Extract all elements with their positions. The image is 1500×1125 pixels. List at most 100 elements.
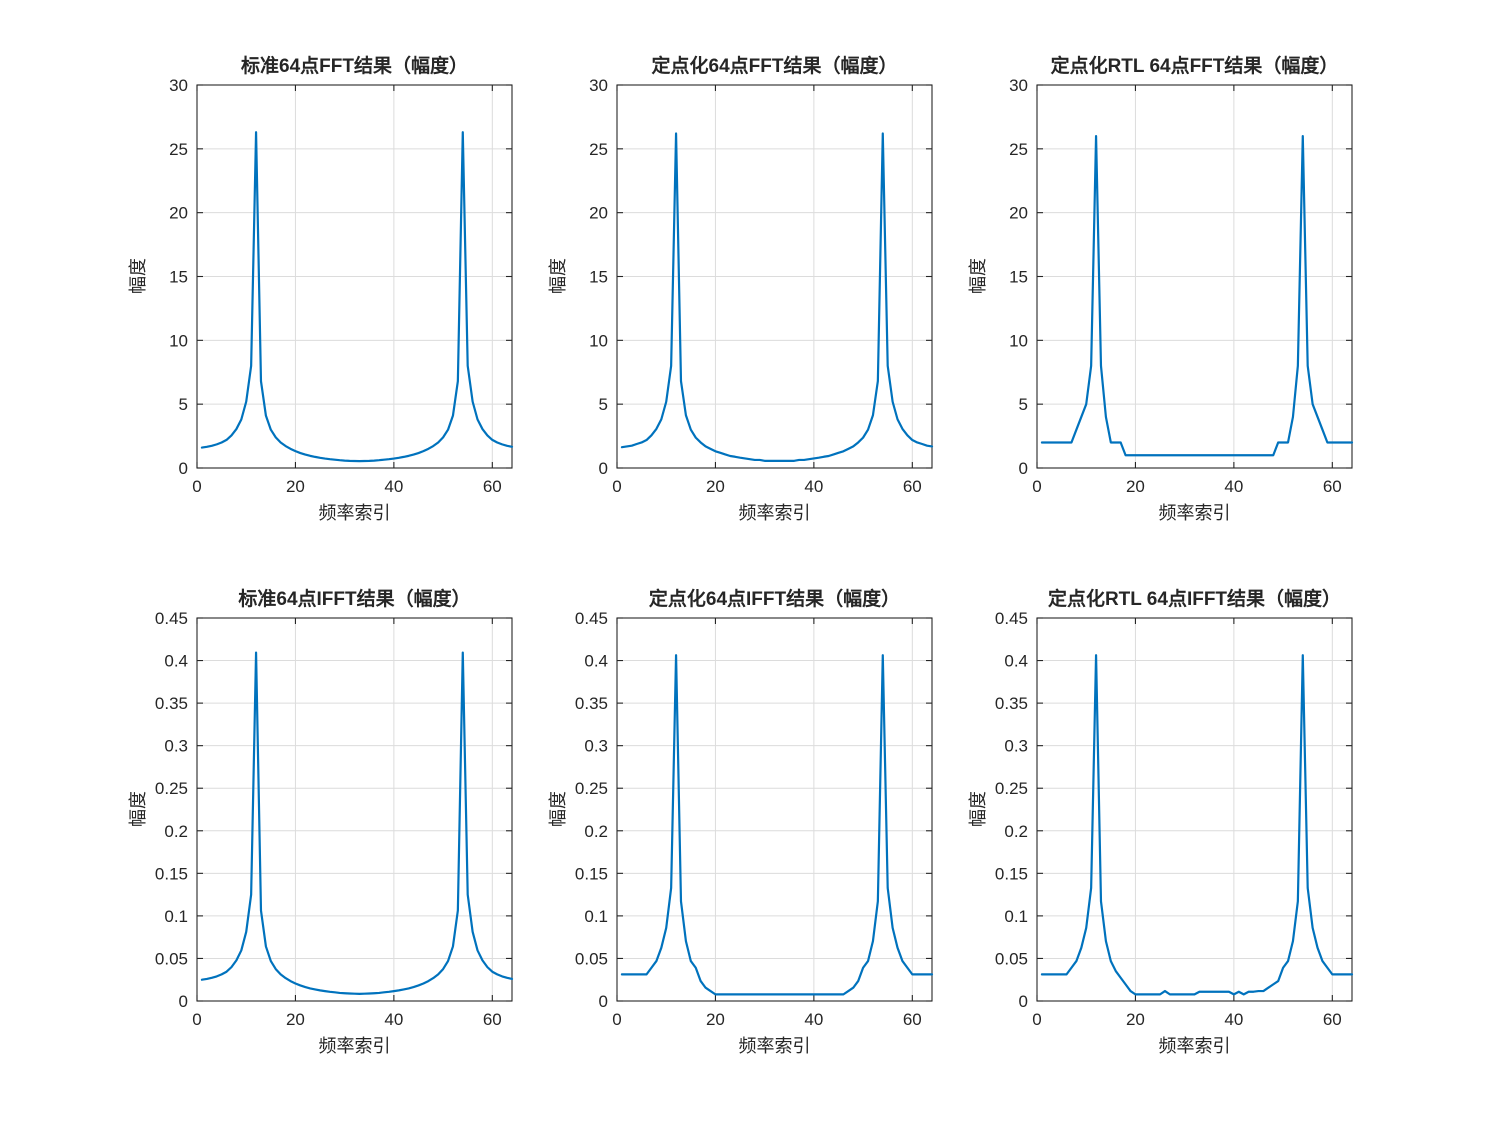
plot-title: 标准64点FFT结果（幅度） (241, 56, 468, 77)
y-tick-label: 0.15 (575, 864, 608, 883)
plot-area: 0 20 40 60 0 5 10 15 20 25 30 (169, 76, 514, 496)
y-tick-label: 10 (169, 331, 188, 350)
x-tick-label: 60 (1323, 1010, 1342, 1029)
data-line (620, 132, 934, 462)
data-line (1040, 654, 1354, 996)
y-tick-label: 25 (1009, 140, 1028, 159)
axes-box (196, 617, 513, 1002)
y-tick-label: 0.25 (155, 779, 188, 798)
y-tick-label: 0.05 (995, 949, 1028, 968)
x-tick-label: 60 (483, 1010, 502, 1029)
y-tick-label: 30 (169, 76, 188, 95)
y-tick-label: 0.3 (584, 737, 608, 756)
y-tick-label: 0.05 (155, 949, 188, 968)
y-tick-label: 5 (599, 395, 608, 414)
y-tick-label: 5 (1019, 395, 1028, 414)
x-tick-label: 0 (192, 477, 201, 496)
x-tick-label: 20 (1126, 477, 1145, 496)
y-tick-label: 0.1 (164, 907, 188, 926)
y-tick-label: 0 (179, 459, 188, 478)
plot-area: 0 20 40 60 0 0.05 0.1 0.15 0.2 0.25 0.3 0.35 0.4 0.45 (995, 609, 1354, 1029)
plot-title: 定点化64点FFT结果（幅度） (651, 56, 898, 77)
y-tick-label: 5 (179, 395, 188, 414)
x-tick-label: 40 (1224, 1010, 1243, 1029)
x-tick-label: 20 (286, 1010, 305, 1029)
y-tick-label: 0.35 (995, 694, 1028, 713)
x-tick-label: 40 (804, 1010, 823, 1029)
x-tick-label: 20 (1126, 1010, 1145, 1029)
y-tick-label: 0.45 (155, 609, 188, 628)
x-tick-label: 60 (483, 477, 502, 496)
x-tick-label: 20 (706, 477, 725, 496)
y-tick-label: 0.25 (995, 779, 1028, 798)
plot-title: 定点化RTL 64点FFT结果（幅度） (1050, 56, 1339, 77)
y-tick-label: 25 (589, 140, 608, 159)
y-tick-label: 0 (1019, 992, 1028, 1011)
y-tick-label: 0.2 (1004, 822, 1028, 841)
y-tick-label: 0.3 (1004, 737, 1028, 756)
y-tick-label: 0.35 (155, 694, 188, 713)
data-line (200, 131, 514, 463)
x-tick-label: 40 (804, 477, 823, 496)
plot-title: 定点化64点IFFT结果（幅度） (648, 589, 901, 610)
plot-title: 标准64点IFFT结果（幅度） (238, 589, 471, 610)
y-tick-label: 0.35 (575, 694, 608, 713)
y-tick-label: 10 (1009, 331, 1028, 350)
x-axis-label: 频率索引 (1158, 1036, 1231, 1056)
y-tick-label: 0 (599, 992, 608, 1011)
x-axis-label: 频率索引 (738, 1036, 811, 1056)
x-tick-label: 0 (192, 1010, 201, 1029)
y-tick-label: 20 (169, 204, 188, 223)
x-tick-label: 0 (1032, 477, 1041, 496)
y-tick-label: 30 (589, 76, 608, 95)
x-axis-label: 频率索引 (1158, 503, 1231, 523)
x-tick-label: 60 (903, 477, 922, 496)
y-tick-label: 15 (1009, 268, 1028, 287)
y-tick-label: 30 (1009, 76, 1028, 95)
data-line (1040, 134, 1354, 457)
data-line (200, 651, 514, 995)
x-tick-label: 40 (1224, 477, 1243, 496)
y-tick-label: 20 (1009, 204, 1028, 223)
plot-title: 定点化RTL 64点IFFT结果（幅度） (1047, 589, 1342, 610)
y-tick-label: 0.15 (995, 864, 1028, 883)
x-axis-label: 频率索引 (318, 1036, 391, 1056)
x-tick-label: 40 (384, 1010, 403, 1029)
x-tick-label: 60 (1323, 477, 1342, 496)
y-tick-label: 0.4 (584, 652, 608, 671)
y-tick-label: 0.45 (575, 609, 608, 628)
y-tick-label: 0.1 (1004, 907, 1028, 926)
x-tick-label: 0 (612, 477, 621, 496)
x-tick-label: 20 (706, 1010, 725, 1029)
y-tick-label: 0 (599, 459, 608, 478)
y-tick-label: 0 (1019, 459, 1028, 478)
data-line (620, 654, 934, 996)
y-tick-label: 0.3 (164, 737, 188, 756)
y-tick-label: 0.25 (575, 779, 608, 798)
y-tick-label: 0.4 (1004, 652, 1028, 671)
axes-box (616, 617, 933, 1002)
x-axis-label: 频率索引 (738, 503, 811, 523)
y-tick-label: 0 (179, 992, 188, 1011)
x-tick-label: 20 (286, 477, 305, 496)
y-tick-label: 15 (589, 268, 608, 287)
y-tick-label: 0.1 (584, 907, 608, 926)
y-tick-label: 15 (169, 268, 188, 287)
x-axis-label: 频率索引 (318, 503, 391, 523)
x-tick-label: 0 (1032, 1010, 1041, 1029)
y-tick-label: 20 (589, 204, 608, 223)
y-tick-label: 10 (589, 331, 608, 350)
y-tick-label: 0.15 (155, 864, 188, 883)
axes-box (1036, 617, 1353, 1002)
x-tick-label: 60 (903, 1010, 922, 1029)
y-tick-label: 0.2 (584, 822, 608, 841)
plot-area: 0 20 40 60 0 0.05 0.1 0.15 0.2 0.25 0.3 0.35 0.4 0.45 (155, 609, 514, 1029)
y-tick-label: 0.4 (164, 652, 188, 671)
plot-area: 0 20 40 60 0 0.05 0.1 0.15 0.2 0.25 0.3 0.35 0.4 0.45 (575, 609, 934, 1029)
y-tick-label: 0.45 (995, 609, 1028, 628)
y-tick-label: 0.05 (575, 949, 608, 968)
x-tick-label: 0 (612, 1010, 621, 1029)
plot-area: 0 20 40 60 0 5 10 15 20 25 30 (1009, 76, 1354, 496)
y-tick-label: 0.2 (164, 822, 188, 841)
